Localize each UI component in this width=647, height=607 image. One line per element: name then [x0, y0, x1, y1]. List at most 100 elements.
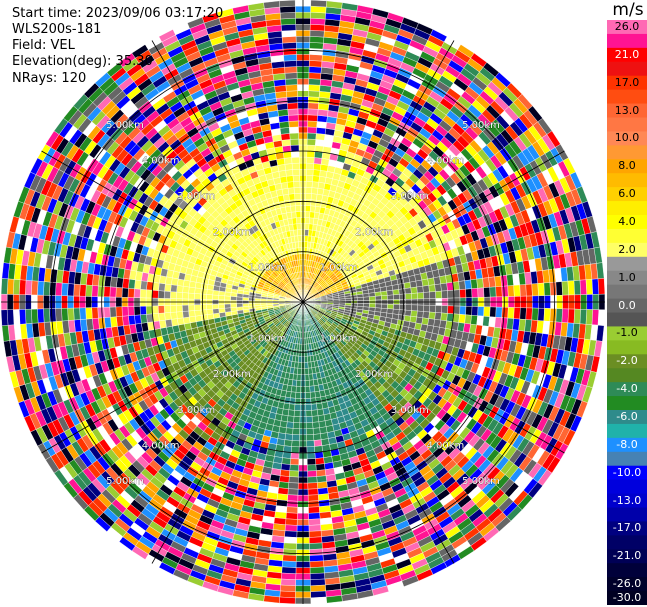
velocity-bin — [316, 402, 324, 411]
velocity-bin — [489, 306, 497, 318]
velocity-bin — [398, 309, 406, 316]
velocity-bin — [561, 280, 569, 296]
velocity-bin — [434, 312, 442, 321]
velocity-bin — [351, 297, 358, 301]
velocity-bin — [417, 304, 424, 312]
velocity-bin — [176, 285, 184, 293]
velocity-bin — [295, 386, 301, 393]
velocity-bin — [280, 578, 296, 586]
velocity-bin — [164, 312, 172, 321]
velocity-bin — [103, 306, 111, 318]
velocity-bin — [308, 373, 314, 381]
velocity-bin — [311, 187, 319, 195]
velocity-bin — [429, 291, 436, 299]
velocity-bin — [290, 458, 300, 466]
velocity-bin — [224, 307, 232, 313]
velocity-bin — [294, 404, 301, 411]
velocity-bin — [311, 181, 319, 189]
velocity-bin — [434, 283, 442, 292]
velocity-bin — [127, 288, 135, 298]
velocity-bin — [306, 446, 315, 454]
velocity-bin — [218, 295, 225, 301]
velocity-bin — [305, 404, 312, 411]
velocity-bin — [121, 287, 129, 298]
velocity-bin — [170, 305, 177, 313]
velocity-bin — [304, 229, 309, 236]
velocity-bin — [304, 350, 308, 357]
velocity-bin — [306, 434, 315, 442]
velocity-bin — [308, 512, 321, 520]
velocity-bin — [309, 542, 323, 550]
velocity-bin — [140, 314, 148, 324]
velocity-bin — [387, 304, 394, 310]
velocity-bin — [464, 314, 472, 325]
velocity-bin — [310, 0, 327, 8]
velocity-bin — [489, 286, 497, 298]
velocity-bin — [157, 290, 165, 299]
velocity-bin — [316, 127, 327, 135]
velocity-bin — [230, 296, 237, 301]
velocity-bin — [591, 278, 600, 295]
velocity-bin — [292, 428, 300, 435]
velocity-bin — [305, 416, 313, 423]
velocity-bin — [279, 475, 290, 483]
velocity-bin — [306, 458, 316, 466]
velocity-bin — [307, 132, 317, 140]
velocity-bin — [307, 488, 319, 496]
velocity-bin — [309, 60, 323, 68]
velocity-bin — [194, 304, 201, 311]
velocity-bin — [404, 309, 412, 317]
velocity-bin — [200, 288, 208, 295]
velocity-bin — [304, 368, 309, 375]
velocity-bin — [585, 279, 593, 295]
velocity-bin — [281, 566, 297, 574]
velocity-bin — [309, 42, 324, 50]
velocity-bin — [200, 304, 207, 311]
velocity-bin — [287, 415, 295, 423]
velocity-bin — [316, 121, 327, 129]
velocity-bin — [411, 304, 418, 312]
velocity-bin — [182, 286, 190, 294]
velocity-bin — [427, 277, 435, 286]
velocity-bin — [573, 280, 581, 296]
velocity-bin — [194, 309, 202, 317]
velocity-bin — [127, 306, 135, 316]
velocity-bin — [308, 66, 322, 74]
velocity-bin — [31, 308, 39, 324]
velocity-bin — [309, 36, 325, 44]
velocity-bin — [381, 303, 388, 309]
velocity-bin — [6, 278, 15, 295]
velocity-bin — [170, 284, 178, 293]
velocity-bin — [309, 30, 325, 38]
velocity-bin — [409, 280, 418, 288]
velocity-bin — [307, 126, 317, 134]
velocity-bin — [357, 297, 364, 301]
velocity-bin — [43, 281, 51, 296]
velocity-bin — [312, 175, 320, 183]
velocity-bin — [319, 426, 328, 434]
velocity-bin — [304, 223, 310, 230]
velocity-bin — [387, 294, 394, 300]
velocity-bin — [171, 318, 179, 327]
velocity-bin — [405, 304, 412, 311]
velocity-bin — [519, 284, 527, 297]
velocity-bin — [206, 308, 214, 315]
velocity-bin — [305, 181, 313, 188]
velocity-bin — [332, 299, 340, 302]
velocity-bin — [151, 290, 159, 299]
velocity-bin — [375, 295, 382, 301]
velocity-bin — [476, 278, 484, 289]
velocity-bin — [285, 512, 298, 520]
velocity-bin — [303, 343, 307, 351]
velocity-bin — [115, 287, 123, 298]
velocity-bin — [13, 309, 21, 325]
velocity-bin — [309, 548, 324, 556]
velocity-bin — [319, 170, 328, 178]
velocity-bin — [310, 18, 326, 26]
velocity-bin — [435, 290, 443, 299]
velocity-bin — [405, 293, 412, 300]
velocity-bin — [97, 285, 105, 297]
velocity-bin — [312, 427, 321, 435]
velocity-bin — [435, 305, 443, 314]
velocity-bin — [49, 281, 57, 296]
